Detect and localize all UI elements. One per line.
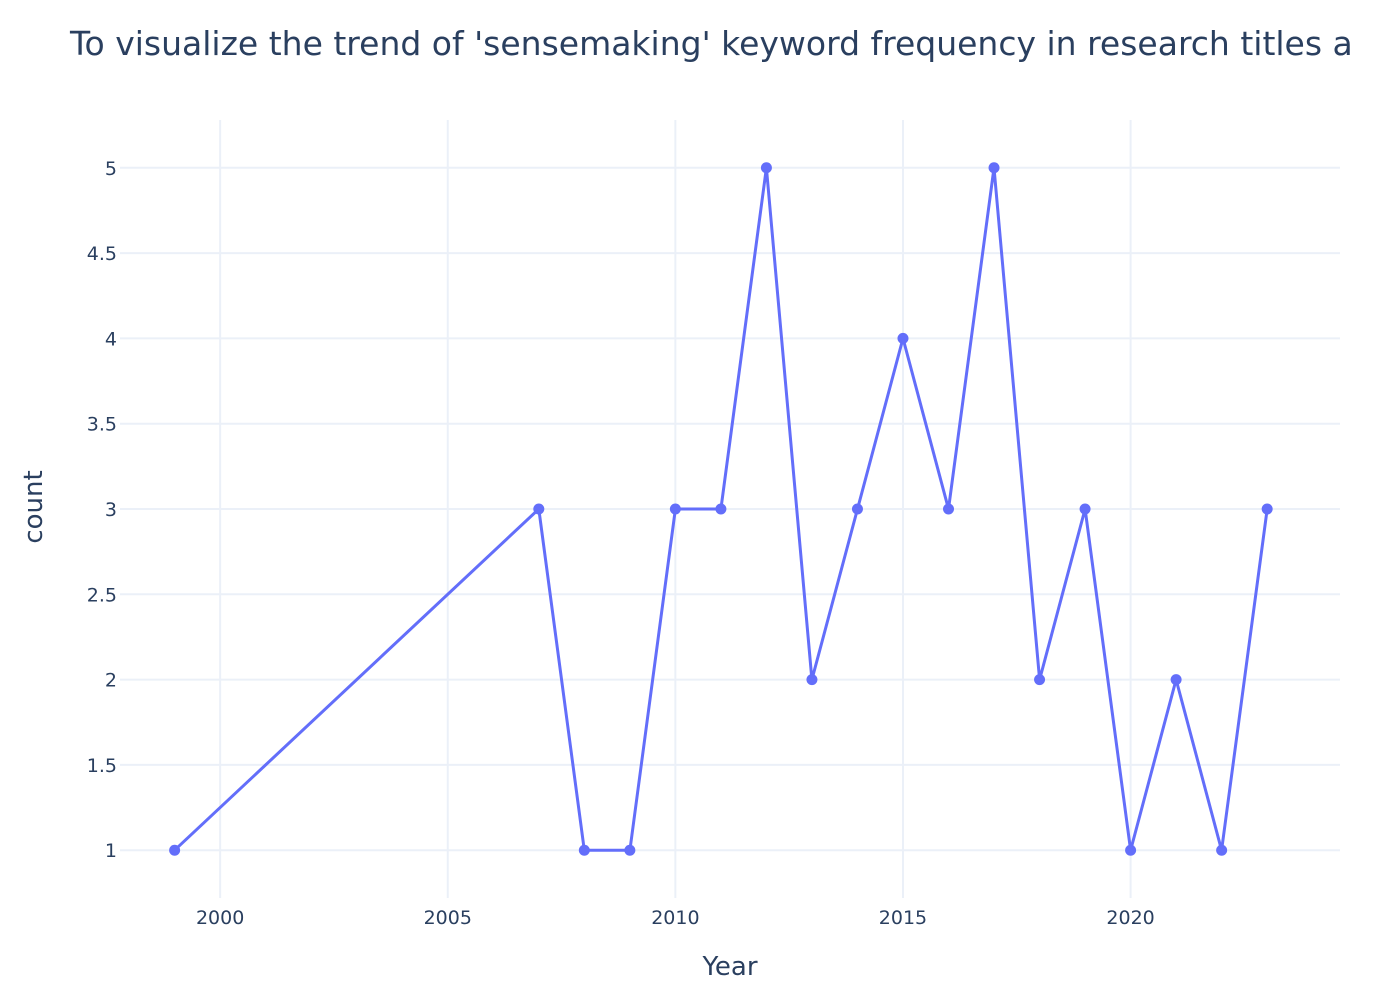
data-point [1125, 844, 1137, 856]
data-point [169, 844, 181, 856]
data-point [943, 503, 955, 515]
data-point [851, 503, 863, 515]
series-line [173, 166, 1269, 852]
x-tick-label: 2000 [196, 907, 244, 929]
data-point [715, 503, 727, 515]
x-tick-label: 2020 [1106, 907, 1154, 929]
grid-lines [120, 120, 1340, 898]
y-tick-label: 4.5 [87, 243, 117, 265]
data-point [669, 503, 681, 515]
data-point [1034, 674, 1046, 686]
x-axis-title: Year [701, 952, 757, 982]
x-tick-label: 2010 [651, 907, 699, 929]
y-tick-label: 3.5 [87, 414, 117, 436]
plot-area [169, 162, 1273, 856]
data-point [806, 674, 818, 686]
data-point [624, 844, 636, 856]
data-point [1170, 674, 1182, 686]
x-axis-ticks: 2000 2005 2010 2015 2020 [196, 907, 1155, 929]
y-tick-label: 5 [105, 158, 117, 180]
y-tick-label: 3 [105, 499, 117, 521]
data-point [578, 844, 590, 856]
data-point [533, 503, 545, 515]
data-point [1261, 503, 1273, 515]
chart-title: To visualize the trend of 'sensemaking' … [70, 24, 1353, 63]
data-point [897, 332, 909, 344]
x-tick-label: 2015 [879, 907, 927, 929]
data-point [988, 162, 1000, 174]
data-point [760, 162, 772, 174]
data-point [1216, 844, 1228, 856]
y-axis-ticks: 1 1.5 2 2.5 3 3.5 4 4.5 5 [87, 158, 117, 862]
y-tick-label: 1.5 [87, 755, 117, 777]
y-tick-label: 2.5 [87, 584, 117, 606]
data-point [1079, 503, 1091, 515]
y-axis-title: count [19, 470, 49, 543]
x-tick-label: 2005 [424, 907, 472, 929]
y-tick-label: 1 [105, 840, 117, 862]
y-tick-label: 2 [105, 670, 117, 692]
y-tick-label: 4 [105, 328, 117, 350]
